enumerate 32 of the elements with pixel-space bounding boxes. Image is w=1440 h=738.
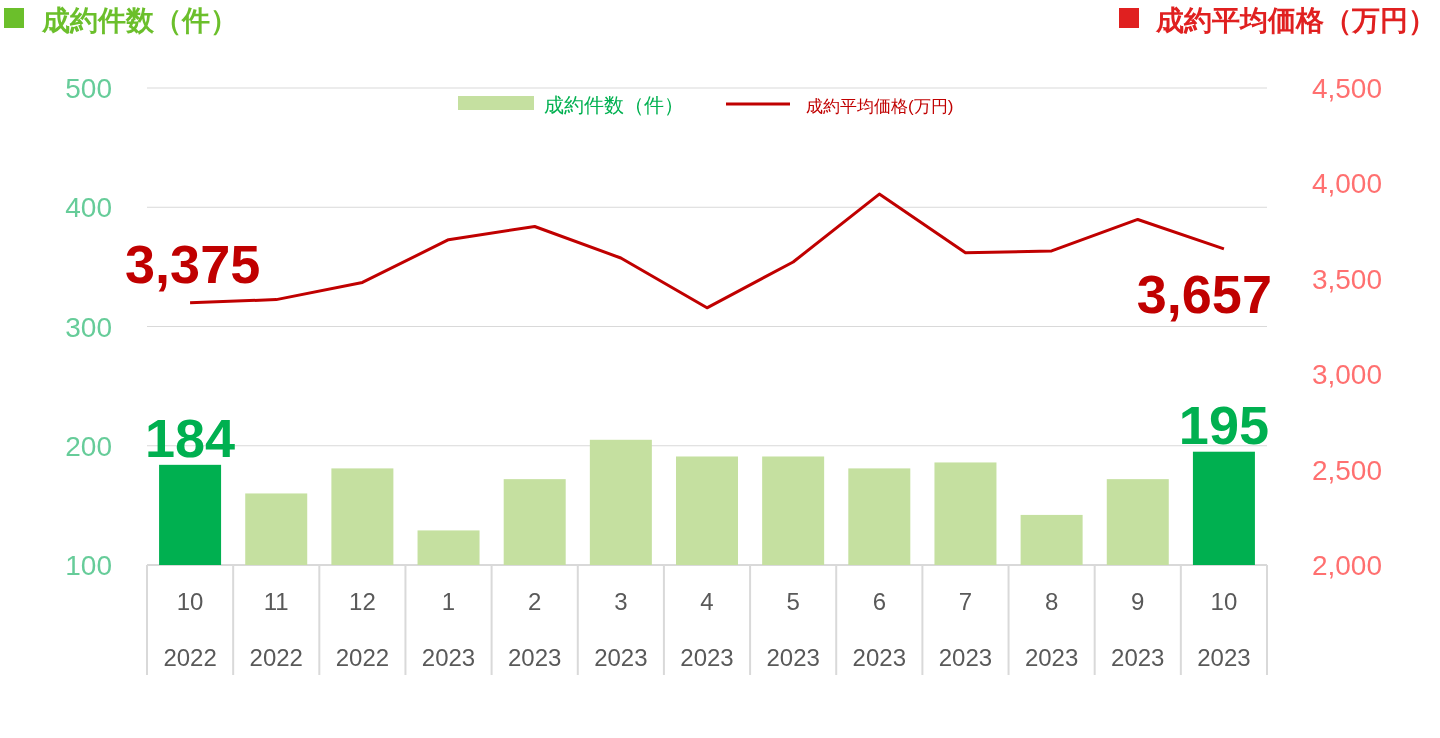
category-label: 9 2023: [1111, 588, 1165, 671]
data-label: 3,375: [125, 233, 261, 294]
y-tick-label: 500: [65, 73, 112, 104]
category-label: 11 2022: [249, 588, 303, 671]
category-label: 4 2023: [680, 588, 734, 671]
y-tick-label: 300: [65, 311, 112, 343]
y2-tick-label: 4,500: [1311, 73, 1382, 104]
category-label: 12 2022: [335, 588, 390, 671]
category-label: 3 2023: [594, 588, 648, 671]
data-label: 195: [1178, 394, 1269, 455]
y2-tick-label: 3,500: [1311, 263, 1382, 295]
y2-tick-label: 2,000: [1311, 550, 1382, 581]
category-label: 8 2023: [1024, 588, 1079, 671]
category-label: 7 2023: [938, 588, 993, 671]
y2-tick-label: 2,500: [1311, 454, 1382, 486]
category-label: 1 2023: [421, 588, 476, 671]
y-tick-label: 400: [65, 192, 112, 224]
data-label: 184: [145, 407, 236, 468]
data-label: 3,657: [1136, 263, 1272, 324]
y-axis-title: 成約件数（件）: [41, 5, 238, 36]
y-tick-label: 200: [65, 430, 112, 462]
category-label: 10 2023: [1197, 588, 1251, 671]
y2-axis-title: 成約平均価格（万円）: [1155, 5, 1436, 36]
y-tick-label: 100: [65, 550, 112, 581]
category-label: 10 2022: [163, 588, 217, 671]
category-label: 6 2023: [852, 588, 906, 671]
legend-label: 成約平均価格(万円): [806, 97, 954, 116]
y2-tick-label: 3,000: [1311, 359, 1382, 391]
y2-tick-label: 4,000: [1311, 168, 1382, 200]
category-label: 5 2023: [766, 588, 820, 671]
category-label: 2 2023: [508, 588, 562, 671]
legend-label: 成約件数（件）: [544, 94, 684, 116]
